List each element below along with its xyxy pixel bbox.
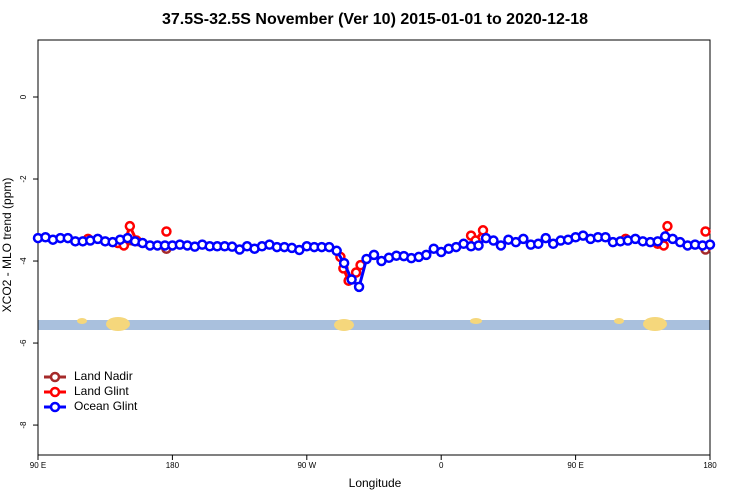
data-point [540,232,551,244]
legend-marker [49,371,61,383]
y-tick-label: -2 [19,175,28,183]
data-point [495,240,507,251]
legend-label: Land Nadir [74,369,133,383]
data-point [338,257,350,269]
data-point [700,226,711,237]
y-tick-label: -4 [19,257,28,265]
data-point [662,220,673,232]
y-axis-label: XCO2 - MLO trend (ppm) [0,178,14,313]
x-axis-label: Longitude [349,476,402,490]
plot-frame [37,39,711,456]
x-tick-label: 90 E [567,461,583,470]
legend-marker [49,386,61,398]
data-point [353,281,365,293]
x-tick-label: 180 [166,461,180,470]
data-point [368,249,380,261]
data-point [124,220,136,232]
x-tick-label: 90 E [30,461,46,470]
data-point [361,253,372,265]
y-tick-label: 0 [19,94,28,99]
data-point [350,267,362,278]
data-point [533,238,544,250]
data-point [473,240,484,251]
legend-marker [49,401,61,413]
x-tick-label: 90 W [297,461,316,470]
data-point [331,245,342,257]
data-point [518,233,529,245]
chart-title: 37.5S-32.5S November (Ver 10) 2015-01-01… [162,11,588,28]
x-tick-label: 180 [703,461,717,470]
y-tick-label: -6 [19,339,28,347]
y-tick-label: -8 [19,421,28,429]
legend-label: Land Glint [74,384,129,398]
data-point [652,236,663,247]
map-strip [38,317,710,331]
data-point [488,235,499,246]
data-point [704,239,716,250]
data-point [421,249,432,261]
data-point [161,226,172,237]
x-tick-label: 0 [439,461,444,470]
data-point [600,231,611,243]
data-point [346,274,357,285]
legend-label: Ocean Glint [74,399,138,413]
